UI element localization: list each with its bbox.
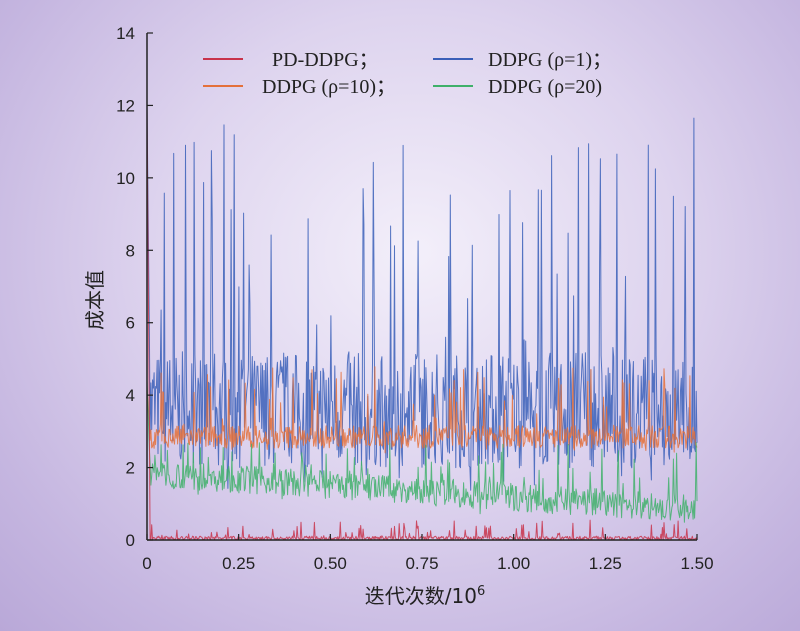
x-tick-label: 1.50: [680, 554, 713, 573]
legend-label-ddpg-rho20: DDPG (ρ=20): [488, 76, 602, 98]
y-tick-label: 6: [126, 314, 135, 333]
series-line-ddpg-rho1: [146, 105, 698, 491]
x-tick-label: 0: [142, 554, 151, 573]
y-tick-label: 8: [126, 241, 135, 260]
series-line-ddpg-rho20: [146, 380, 698, 523]
x-tick-label: 1.25: [589, 554, 622, 573]
y-tick-label: 0: [126, 531, 135, 550]
x-axis-title: 迭代次数/106: [365, 584, 485, 608]
y-tick-label: 4: [126, 386, 135, 405]
x-ticks: 0 0.25 0.50 0.75 1.00 1.25 1.50: [142, 534, 714, 573]
x-tick-label: 0.25: [222, 554, 255, 573]
legend-label-ddpg-rho1: DDPG (ρ=1)；: [488, 49, 612, 71]
x-axis-title-exponent: 6: [477, 584, 485, 599]
series-line-ddpg-rho10: [146, 366, 698, 454]
series-layer: [146, 105, 698, 540]
y-tick-label: 12: [116, 96, 135, 115]
legend: PD-DDPG； DDPG (ρ=1)； DDPG (ρ=10)； DDPG (…: [203, 49, 612, 98]
x-tick-label: 0.50: [314, 554, 347, 573]
x-tick-label: 1.00: [497, 554, 530, 573]
y-tick-label: 14: [116, 24, 135, 43]
y-tick-label: 2: [126, 459, 135, 478]
x-tick-label: 0.75: [405, 554, 438, 573]
x-axis-title-base: 迭代次数/10: [365, 584, 477, 608]
y-tick-label: 10: [116, 169, 135, 188]
legend-label-ddpg-rho10: DDPG (ρ=10)；: [262, 76, 396, 98]
y-ticks: 0 2 4 6 8 10 12 14: [116, 24, 153, 550]
legend-label-pd-ddpg: PD-DDPG；: [272, 49, 379, 71]
y-axis-title: 成本值: [83, 270, 107, 330]
